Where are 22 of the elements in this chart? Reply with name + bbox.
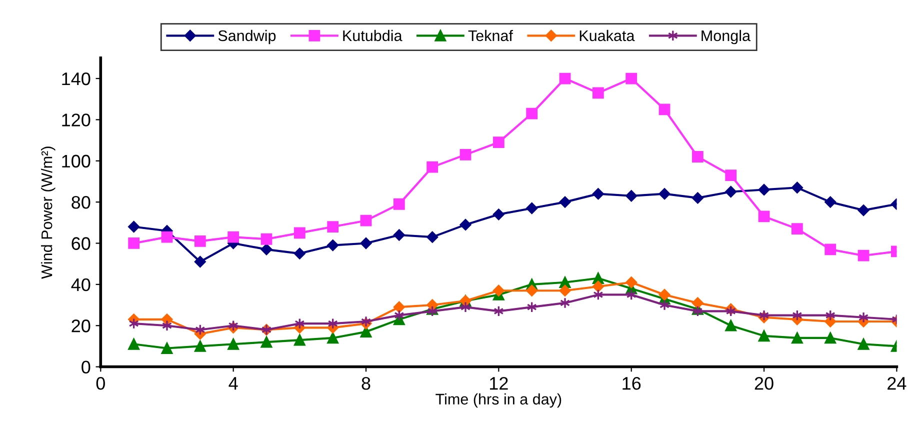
x-tick-label: 20	[754, 376, 774, 390]
x-tick-label: 0	[96, 376, 105, 390]
x-tick-label: 8	[362, 376, 370, 390]
legend-label: Sandwip	[218, 30, 276, 44]
x-tick-label: 4	[228, 377, 238, 390]
y-tick-label: 20	[72, 320, 90, 332]
legend-label: Kuakata	[580, 30, 635, 42]
y-tick-label: 80	[72, 196, 90, 209]
y-tick-label: 120	[62, 114, 90, 126]
y-tick-label: 40	[71, 278, 90, 292]
y-tick-label: 60	[72, 237, 90, 250]
x-tick-label: 12	[490, 376, 508, 390]
x-axis-title: Time (hrs in a day)	[436, 393, 562, 408]
y-tick-label: 0	[82, 360, 90, 374]
x-tick-label: 24	[888, 376, 906, 390]
y-tick-label: 140	[62, 72, 90, 86]
legend-label: Mongla	[702, 30, 751, 44]
y-tick-label: 100	[62, 154, 90, 168]
x-tick-label: 16	[622, 376, 641, 390]
legend-label: Kutubdia	[343, 30, 402, 42]
y-axis-title: Wind Power (W/m²)	[41, 146, 56, 279]
legend-label: Teknaf	[468, 30, 513, 42]
